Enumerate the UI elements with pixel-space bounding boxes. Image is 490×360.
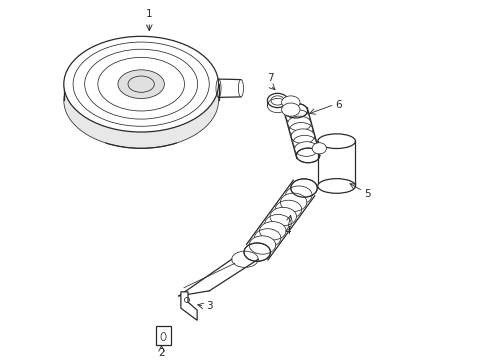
Ellipse shape [284,103,308,118]
Text: 4: 4 [284,226,291,236]
Polygon shape [156,327,171,345]
Text: 3: 3 [206,301,213,311]
Ellipse shape [282,96,300,109]
Ellipse shape [64,53,219,148]
Text: 1: 1 [146,9,152,19]
Ellipse shape [270,207,296,226]
Ellipse shape [291,179,318,197]
Ellipse shape [318,179,355,193]
Polygon shape [181,292,197,320]
Text: 5: 5 [364,189,370,199]
Ellipse shape [260,222,286,240]
Ellipse shape [64,36,219,132]
Ellipse shape [249,236,276,254]
Text: 2: 2 [158,348,165,358]
Ellipse shape [280,193,307,211]
Ellipse shape [282,103,300,116]
Text: 7: 7 [267,73,274,83]
Ellipse shape [312,143,326,154]
Ellipse shape [118,70,164,99]
Ellipse shape [318,134,355,149]
Ellipse shape [288,116,311,131]
Ellipse shape [268,93,288,108]
Ellipse shape [238,80,244,97]
Ellipse shape [294,142,318,156]
Text: 6: 6 [335,99,342,109]
Ellipse shape [291,129,315,144]
